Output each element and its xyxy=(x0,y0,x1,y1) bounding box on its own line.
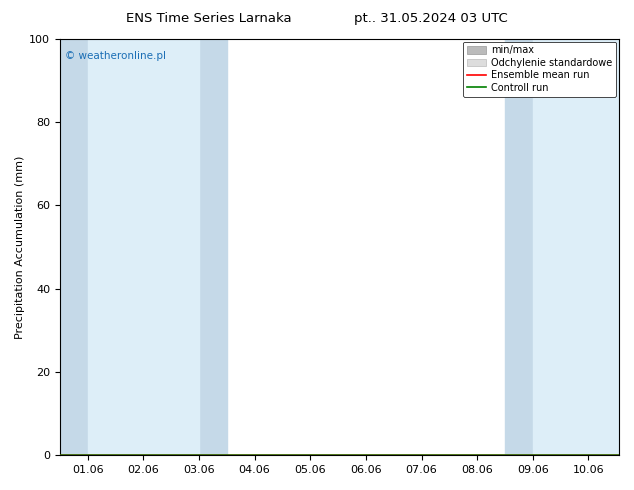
Text: © weatheronline.pl: © weatheronline.pl xyxy=(65,51,167,61)
Text: pt.. 31.05.2024 03 UTC: pt.. 31.05.2024 03 UTC xyxy=(354,12,508,25)
Legend: min/max, Odchylenie standardowe, Ensemble mean run, Controll run: min/max, Odchylenie standardowe, Ensembl… xyxy=(463,42,616,97)
Text: ENS Time Series Larnaka: ENS Time Series Larnaka xyxy=(126,12,292,25)
Y-axis label: Precipitation Accumulation (mm): Precipitation Accumulation (mm) xyxy=(15,155,25,339)
